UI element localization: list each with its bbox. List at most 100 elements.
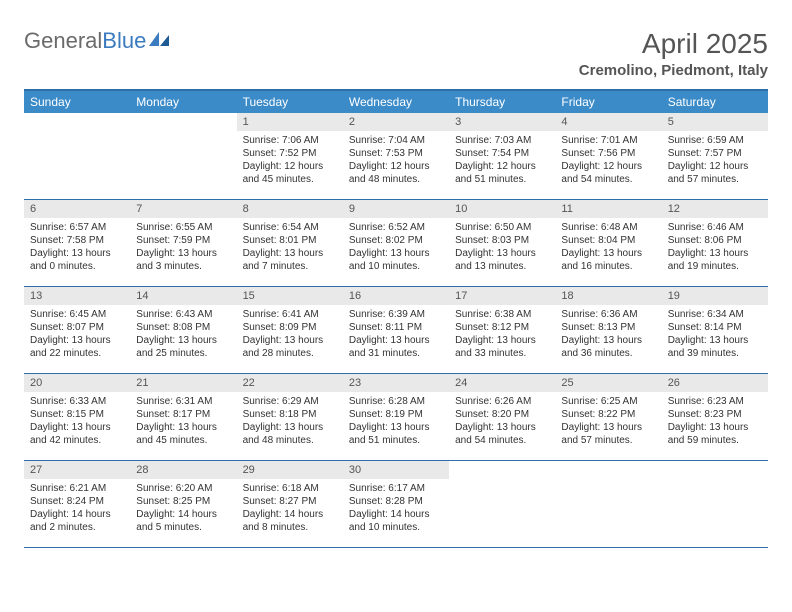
sunrise-text: Sunrise: 6:36 AM (561, 308, 655, 321)
sunset-text: Sunset: 8:22 PM (561, 408, 655, 421)
day-number: 13 (24, 287, 130, 305)
sunrise-text: Sunrise: 6:23 AM (668, 395, 762, 408)
day-cell: 3Sunrise: 7:03 AMSunset: 7:54 PMDaylight… (449, 113, 555, 199)
day-number: 10 (449, 200, 555, 218)
sunrise-text: Sunrise: 6:26 AM (455, 395, 549, 408)
sunset-text: Sunset: 8:04 PM (561, 234, 655, 247)
day-cell: 9Sunrise: 6:52 AMSunset: 8:02 PMDaylight… (343, 200, 449, 286)
day-cell: 17Sunrise: 6:38 AMSunset: 8:12 PMDayligh… (449, 287, 555, 373)
day-body: Sunrise: 6:21 AMSunset: 8:24 PMDaylight:… (24, 479, 130, 540)
day-number: 25 (555, 374, 661, 392)
day-cell: 25Sunrise: 6:25 AMSunset: 8:22 PMDayligh… (555, 374, 661, 460)
day-number: 2 (343, 113, 449, 131)
day-number: 9 (343, 200, 449, 218)
day-cell (662, 461, 768, 547)
sunset-text: Sunset: 8:24 PM (30, 495, 124, 508)
day-body: Sunrise: 6:23 AMSunset: 8:23 PMDaylight:… (662, 392, 768, 453)
daylight-text: Daylight: 12 hours and 48 minutes. (349, 160, 443, 186)
day-number: 8 (237, 200, 343, 218)
daylight-text: Daylight: 13 hours and 59 minutes. (668, 421, 762, 447)
sunset-text: Sunset: 8:15 PM (30, 408, 124, 421)
sunrise-text: Sunrise: 6:39 AM (349, 308, 443, 321)
sunset-text: Sunset: 7:54 PM (455, 147, 549, 160)
daylight-text: Daylight: 13 hours and 33 minutes. (455, 334, 549, 360)
day-body: Sunrise: 6:46 AMSunset: 8:06 PMDaylight:… (662, 218, 768, 279)
sunrise-text: Sunrise: 6:33 AM (30, 395, 124, 408)
day-cell: 4Sunrise: 7:01 AMSunset: 7:56 PMDaylight… (555, 113, 661, 199)
day-cell: 11Sunrise: 6:48 AMSunset: 8:04 PMDayligh… (555, 200, 661, 286)
day-cell: 12Sunrise: 6:46 AMSunset: 8:06 PMDayligh… (662, 200, 768, 286)
sunset-text: Sunset: 7:58 PM (30, 234, 124, 247)
day-number: 23 (343, 374, 449, 392)
calendar-page: GeneralBlue April 2025 Cremolino, Piedmo… (0, 0, 792, 568)
sunrise-text: Sunrise: 6:28 AM (349, 395, 443, 408)
sunset-text: Sunset: 8:20 PM (455, 408, 549, 421)
daylight-text: Daylight: 12 hours and 45 minutes. (243, 160, 337, 186)
daylight-text: Daylight: 12 hours and 54 minutes. (561, 160, 655, 186)
day-number: 11 (555, 200, 661, 218)
day-body: Sunrise: 6:45 AMSunset: 8:07 PMDaylight:… (24, 305, 130, 366)
sunset-text: Sunset: 8:17 PM (136, 408, 230, 421)
sunrise-text: Sunrise: 7:04 AM (349, 134, 443, 147)
sunset-text: Sunset: 8:27 PM (243, 495, 337, 508)
sunrise-text: Sunrise: 7:03 AM (455, 134, 549, 147)
day-body: Sunrise: 6:57 AMSunset: 7:58 PMDaylight:… (24, 218, 130, 279)
day-number: 19 (662, 287, 768, 305)
day-body: Sunrise: 6:43 AMSunset: 8:08 PMDaylight:… (130, 305, 236, 366)
sunset-text: Sunset: 8:23 PM (668, 408, 762, 421)
day-number: 20 (24, 374, 130, 392)
sunrise-text: Sunrise: 6:54 AM (243, 221, 337, 234)
day-number: 6 (24, 200, 130, 218)
calendar: Sunday Monday Tuesday Wednesday Thursday… (24, 89, 768, 548)
day-body: Sunrise: 6:50 AMSunset: 8:03 PMDaylight:… (449, 218, 555, 279)
day-body: Sunrise: 6:55 AMSunset: 7:59 PMDaylight:… (130, 218, 236, 279)
sunrise-text: Sunrise: 6:18 AM (243, 482, 337, 495)
day-body: Sunrise: 7:06 AMSunset: 7:52 PMDaylight:… (237, 131, 343, 192)
day-body: Sunrise: 6:59 AMSunset: 7:57 PMDaylight:… (662, 131, 768, 192)
day-cell: 7Sunrise: 6:55 AMSunset: 7:59 PMDaylight… (130, 200, 236, 286)
daylight-text: Daylight: 13 hours and 22 minutes. (30, 334, 124, 360)
day-cell (24, 113, 130, 199)
day-body: Sunrise: 6:18 AMSunset: 8:27 PMDaylight:… (237, 479, 343, 540)
sunset-text: Sunset: 8:09 PM (243, 321, 337, 334)
day-cell: 18Sunrise: 6:36 AMSunset: 8:13 PMDayligh… (555, 287, 661, 373)
logo-sail-icon (148, 31, 170, 49)
day-body: Sunrise: 6:41 AMSunset: 8:09 PMDaylight:… (237, 305, 343, 366)
day-cell: 15Sunrise: 6:41 AMSunset: 8:09 PMDayligh… (237, 287, 343, 373)
daylight-text: Daylight: 14 hours and 10 minutes. (349, 508, 443, 534)
sunset-text: Sunset: 8:08 PM (136, 321, 230, 334)
location-text: Cremolino, Piedmont, Italy (579, 62, 768, 79)
day-cell: 26Sunrise: 6:23 AMSunset: 8:23 PMDayligh… (662, 374, 768, 460)
sunrise-text: Sunrise: 6:29 AM (243, 395, 337, 408)
daylight-text: Daylight: 13 hours and 57 minutes. (561, 421, 655, 447)
day-body: Sunrise: 7:01 AMSunset: 7:56 PMDaylight:… (555, 131, 661, 192)
day-cell (130, 113, 236, 199)
day-cell: 24Sunrise: 6:26 AMSunset: 8:20 PMDayligh… (449, 374, 555, 460)
dow-wednesday: Wednesday (343, 91, 449, 113)
dow-tuesday: Tuesday (237, 91, 343, 113)
sunrise-text: Sunrise: 6:41 AM (243, 308, 337, 321)
daylight-text: Daylight: 13 hours and 45 minutes. (136, 421, 230, 447)
day-body: Sunrise: 6:34 AMSunset: 8:14 PMDaylight:… (662, 305, 768, 366)
day-cell: 5Sunrise: 6:59 AMSunset: 7:57 PMDaylight… (662, 113, 768, 199)
sunset-text: Sunset: 8:19 PM (349, 408, 443, 421)
day-cell: 19Sunrise: 6:34 AMSunset: 8:14 PMDayligh… (662, 287, 768, 373)
sunset-text: Sunset: 8:11 PM (349, 321, 443, 334)
sunrise-text: Sunrise: 6:31 AM (136, 395, 230, 408)
daylight-text: Daylight: 12 hours and 57 minutes. (668, 160, 762, 186)
sunset-text: Sunset: 8:06 PM (668, 234, 762, 247)
day-body: Sunrise: 6:25 AMSunset: 8:22 PMDaylight:… (555, 392, 661, 453)
day-body: Sunrise: 6:29 AMSunset: 8:18 PMDaylight:… (237, 392, 343, 453)
sunrise-text: Sunrise: 6:25 AM (561, 395, 655, 408)
day-number: 12 (662, 200, 768, 218)
day-cell: 20Sunrise: 6:33 AMSunset: 8:15 PMDayligh… (24, 374, 130, 460)
daylight-text: Daylight: 13 hours and 31 minutes. (349, 334, 443, 360)
sunset-text: Sunset: 7:57 PM (668, 147, 762, 160)
day-number: 14 (130, 287, 236, 305)
day-body: Sunrise: 6:26 AMSunset: 8:20 PMDaylight:… (449, 392, 555, 453)
day-body: Sunrise: 6:38 AMSunset: 8:12 PMDaylight:… (449, 305, 555, 366)
day-cell: 23Sunrise: 6:28 AMSunset: 8:19 PMDayligh… (343, 374, 449, 460)
day-number: 5 (662, 113, 768, 131)
daylight-text: Daylight: 13 hours and 13 minutes. (455, 247, 549, 273)
sunset-text: Sunset: 7:52 PM (243, 147, 337, 160)
